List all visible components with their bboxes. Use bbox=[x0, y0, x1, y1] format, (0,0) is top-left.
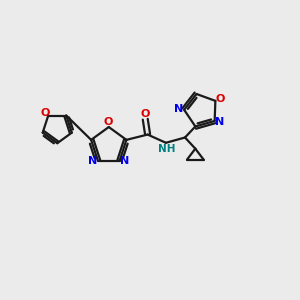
Text: N: N bbox=[120, 156, 130, 166]
Text: O: O bbox=[216, 94, 225, 104]
Text: NH: NH bbox=[158, 144, 175, 154]
Text: N: N bbox=[215, 116, 225, 127]
Text: O: O bbox=[141, 109, 150, 119]
Text: O: O bbox=[103, 117, 113, 127]
Text: O: O bbox=[40, 108, 50, 118]
Text: N: N bbox=[174, 104, 184, 114]
Text: N: N bbox=[88, 156, 97, 166]
